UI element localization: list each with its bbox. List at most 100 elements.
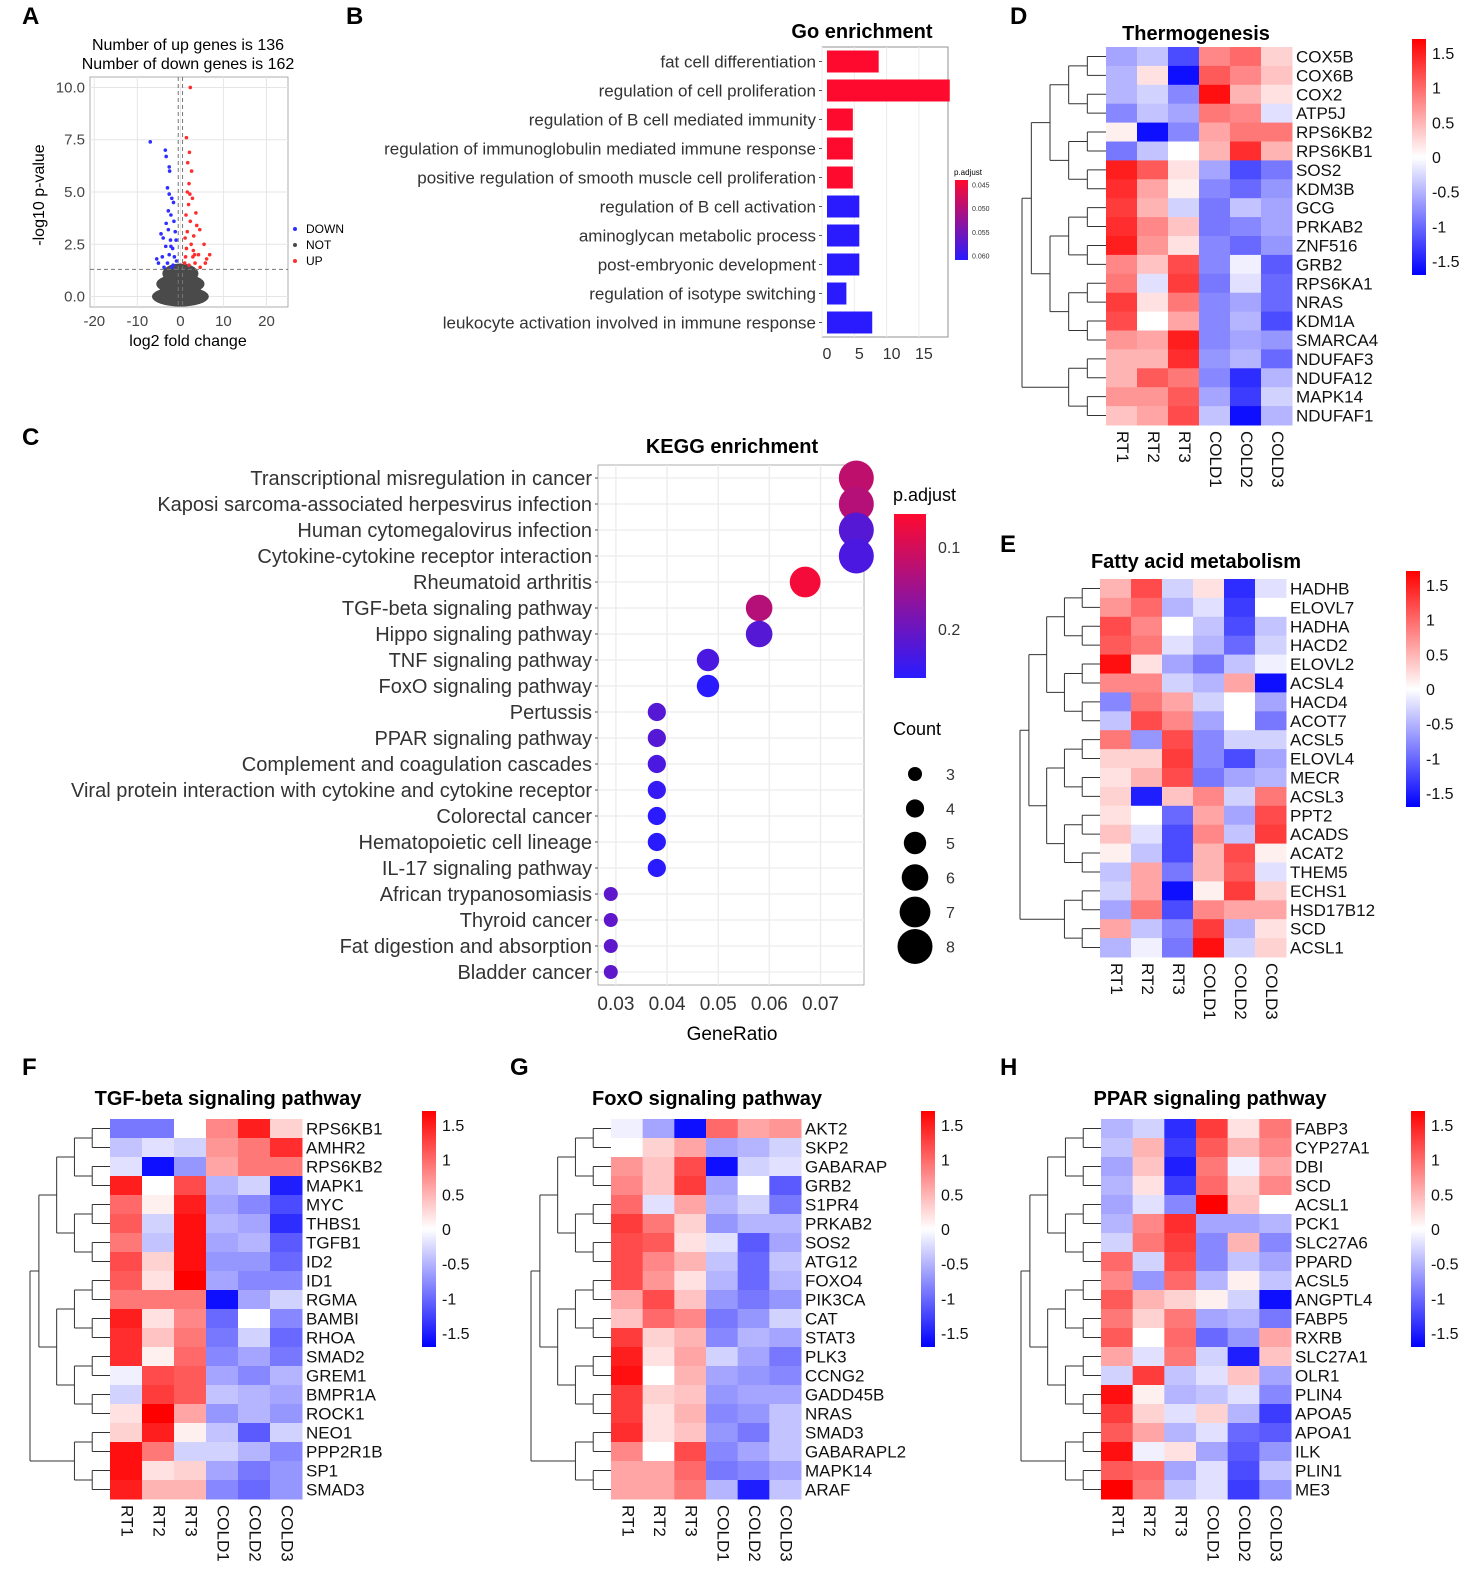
heatmap-cell	[1196, 1252, 1229, 1272]
volcano-point-up	[188, 219, 193, 224]
heatmap-row-label: BAMBI	[306, 1310, 359, 1329]
heatmap-cell	[1193, 824, 1225, 845]
heatmap-cell	[1131, 711, 1163, 731]
heatmap-cell	[1193, 786, 1225, 807]
heatmap-row-label: SMARCA4	[1296, 331, 1378, 350]
heatmap-dendrogram-branch	[1081, 701, 1100, 722]
heatmap-legend-tick: -1.5	[442, 1326, 470, 1343]
heatmap-cell	[674, 1442, 707, 1462]
heatmap-cell	[1101, 1480, 1134, 1500]
heatmap-cell	[1224, 730, 1256, 750]
heatmap-cell	[1137, 368, 1169, 388]
volcano-point-down	[166, 227, 171, 232]
heatmap-cell	[1131, 843, 1163, 863]
heatmap-row-label: COX6B	[1296, 66, 1354, 85]
heatmap-cell	[206, 1157, 239, 1177]
heatmap-row-label: ELOVL4	[1290, 750, 1354, 769]
heatmap-row-labels: COX5BCOX6BCOX2ATP5JRPS6KB2RPS6KB1SOS2KDM…	[1296, 47, 1378, 425]
heatmap-cell	[706, 1252, 739, 1272]
heatmap-cell	[1162, 900, 1194, 920]
heatmap-cell	[1132, 1480, 1165, 1500]
heatmap-row-label: SLC27A1	[1295, 1348, 1368, 1367]
volcano-point-up	[189, 242, 193, 247]
heatmap-cell	[1100, 881, 1132, 901]
heatmap-cell	[142, 1480, 175, 1500]
heatmap-cell	[1261, 368, 1293, 388]
kegg-category-label: Complement and coagulation cascades	[242, 754, 592, 776]
heatmap-cell	[1101, 1461, 1134, 1481]
go-category-label: post-embryonic development	[598, 256, 817, 275]
heatmap-row-label: SLC27A6	[1295, 1234, 1368, 1253]
volcano-point-up	[188, 85, 193, 90]
heatmap-cell	[1168, 160, 1200, 180]
heatmap-cell	[1101, 1423, 1134, 1443]
go-legend-tick: 0.060	[972, 253, 990, 260]
kegg-size-legend-items: 3 4 5 6 7 8	[897, 767, 955, 964]
heatmap-cell	[1196, 1480, 1229, 1500]
heatmap-dendrogram-branch	[1068, 65, 1088, 105]
heatmap-cell	[674, 1480, 707, 1500]
volcano-point-up	[187, 181, 191, 186]
heatmap-row-label: ACADS	[1290, 825, 1349, 844]
heatmap-cell	[737, 1347, 770, 1367]
heatmap-cell	[1196, 1461, 1229, 1481]
heatmap-cell	[174, 1442, 207, 1462]
heatmap-cell	[1255, 938, 1287, 958]
volcano-panel: Number of up genes is 136 Number of down…	[31, 37, 344, 350]
heatmap-cell	[174, 1176, 207, 1196]
heatmap-cell	[174, 1385, 207, 1405]
heatmap-cell	[1196, 1138, 1229, 1158]
kegg-dot	[745, 594, 773, 622]
heatmap-dendrogram-branch	[1064, 1213, 1084, 1253]
heatmap-cell	[1168, 311, 1200, 331]
heatmap-legend-tick: -1	[442, 1291, 456, 1308]
heatmap-cell	[1132, 1157, 1165, 1177]
heatmap-dendrogram-branch	[1086, 207, 1106, 228]
heatmap-cell	[1132, 1423, 1165, 1443]
heatmap-row-label: MAPK14	[805, 1462, 872, 1481]
heatmap-column-label: COLD1	[1200, 963, 1219, 1020]
kegg-size-legend-dot	[908, 767, 922, 781]
heatmap-cell	[1227, 1233, 1260, 1253]
heatmap-cell	[737, 1157, 770, 1177]
volcano-point-up	[190, 196, 195, 201]
heatmap-legend-tick: 1.5	[1432, 46, 1454, 63]
heatmap-cell	[1106, 179, 1138, 199]
heatmap-dendrogram-branch	[1081, 852, 1100, 873]
heatmap-cell	[642, 1271, 675, 1291]
heatmap-row-label: ACSL3	[1290, 787, 1344, 806]
heatmap-legend-tick: -1	[1431, 1291, 1445, 1308]
heatmap-cell	[1131, 654, 1163, 674]
heatmap-row-label: NRAS	[1296, 293, 1343, 312]
heatmap-cell	[737, 1423, 770, 1443]
kegg-size-legend-dot	[897, 929, 933, 964]
heatmap-cell	[1224, 768, 1256, 788]
heatmap-cell	[1100, 786, 1132, 807]
heatmap-cell	[206, 1252, 239, 1272]
go-category-label: positive regulation of smooth muscle cel…	[417, 169, 816, 188]
heatmap-row-label: DBI	[1295, 1158, 1323, 1177]
heatmap-cell	[1168, 217, 1200, 237]
kegg-size-legend-label: 6	[946, 871, 955, 888]
heatmap-cell	[238, 1119, 271, 1139]
heatmap-cell	[270, 1290, 303, 1310]
heatmap-cell	[1137, 141, 1169, 161]
volcano-point-down	[163, 244, 168, 249]
heatmap-cell	[1106, 160, 1138, 180]
heatmap-row-label: NEO1	[306, 1424, 352, 1443]
kegg-x-tick: 0.04	[649, 994, 686, 1015]
heatmap-row-label: PCK1	[1295, 1215, 1339, 1234]
volcano-point-down	[165, 186, 170, 190]
heatmap-column-label: RT1	[618, 1505, 637, 1537]
heatmap-row-label: OLR1	[1295, 1367, 1339, 1386]
heatmap-row-label: ROCK1	[306, 1405, 365, 1424]
heatmap-cell	[1230, 160, 1262, 180]
heatmap-cell	[1261, 179, 1293, 199]
heatmap-cell	[1196, 1157, 1229, 1177]
heatmap-dendrogram-branch	[73, 1213, 93, 1253]
heatmap-cell	[706, 1347, 739, 1367]
volcano-point-down	[171, 200, 176, 205]
heatmap-cell	[1164, 1176, 1197, 1196]
heatmap-cell	[1131, 692, 1163, 712]
heatmap-cell	[1164, 1233, 1197, 1253]
